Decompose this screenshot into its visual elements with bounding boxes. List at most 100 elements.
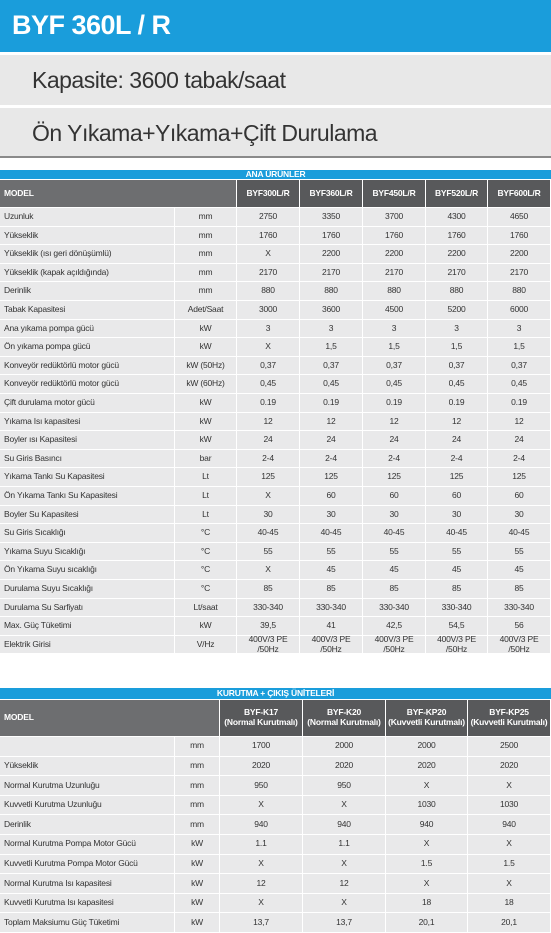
value: 2170 (426, 263, 488, 283)
value: 330-340 (488, 598, 551, 618)
value: 1,5 (300, 338, 363, 357)
value: 1.5 (468, 854, 551, 875)
value: 30 (488, 505, 551, 525)
unit: kW (175, 394, 237, 413)
value: 45 (363, 561, 426, 580)
unit: mm (175, 795, 220, 816)
unit: °C (175, 580, 237, 599)
value: 2020 (303, 756, 386, 777)
row-label: Yükseklik (0, 756, 175, 777)
row-label: Su Giris Basıncı (0, 449, 175, 469)
value: 2-4 (426, 449, 488, 469)
column-header: BYF-KP25 (Kuvvetli Kurutmalı) (468, 700, 551, 737)
value: 400V/3 PE /50Hz (488, 634, 551, 655)
value: 24 (488, 431, 551, 450)
value: 940 (220, 815, 303, 835)
unit: kW (175, 338, 237, 357)
value: 1.1 (303, 835, 386, 855)
value: 30 (237, 505, 300, 525)
unit: mm (175, 282, 237, 301)
value: X (237, 487, 300, 506)
column-header-name: BYF-KP20 (406, 707, 447, 718)
value: 2500 (468, 737, 551, 757)
unit: °C (175, 524, 237, 543)
value: 880 (488, 282, 551, 301)
value: 18 (386, 893, 468, 914)
column-header-sub: (Normal Kurutmalı) (224, 717, 298, 727)
column-header: BYF600L/R (488, 180, 551, 208)
value: 2020 (468, 756, 551, 777)
value: 2170 (300, 263, 363, 283)
value: 24 (237, 431, 300, 450)
value: X (386, 776, 468, 796)
value: 6000 (488, 301, 551, 320)
value: 12 (237, 412, 300, 432)
process: Ön Yıkama+Yıkama+Çift Durulama (0, 108, 551, 158)
value: X (220, 854, 303, 875)
value: 2000 (303, 737, 386, 757)
value: 1,5 (363, 338, 426, 357)
value: 125 (237, 468, 300, 487)
value: 60 (488, 487, 551, 506)
column-header: BYF360L/R (300, 180, 363, 208)
value: 0,45 (363, 375, 426, 394)
value: 1700 (220, 737, 303, 757)
capacity: Kapasite: 3600 tabak/saat (0, 55, 551, 105)
value: 0.19 (363, 394, 426, 413)
value: 12 (363, 412, 426, 432)
value: 1760 (488, 226, 551, 246)
value: 39,5 (237, 617, 300, 636)
row-label: Derinlik (0, 815, 175, 835)
value: 400V/3 PE /50Hz (426, 634, 488, 655)
table-title: ANA ÜRÜNLER (0, 169, 551, 180)
unit: kW (175, 854, 220, 875)
column-header-sub: (Kuvvetli Kurutmalı) (388, 717, 465, 727)
value: 41 (300, 617, 363, 636)
value: 1.5 (386, 854, 468, 875)
value: 24 (300, 431, 363, 450)
value: 2020 (220, 756, 303, 777)
value: 0.19 (300, 394, 363, 413)
value: 2170 (488, 263, 551, 283)
table-title: KURUTMA + ÇIKIŞ ÜNİTELERİ (0, 688, 551, 700)
value: 4500 (363, 301, 426, 320)
row-label: Kuvvetli Kurutma Pompa Motor Gücü (0, 854, 175, 875)
row-label: Normal Kurutma Uzunluğu (0, 776, 175, 796)
value: X (220, 893, 303, 914)
value: 55 (426, 542, 488, 562)
unit: kW (175, 412, 237, 432)
value: 0,45 (488, 375, 551, 394)
value: 0.19 (488, 394, 551, 413)
value: 3600 (300, 301, 363, 320)
value: 42,5 (363, 617, 426, 636)
value: 330-340 (363, 598, 426, 618)
value: 13,7 (303, 913, 386, 933)
unit: mm (175, 737, 220, 757)
value: 1,5 (426, 338, 488, 357)
row-label: Boyler Su Kapasitesi (0, 505, 175, 525)
column-header-sub: (Normal Kurutmalı) (307, 717, 381, 727)
row-label: Ön yıkama pompa gücü (0, 338, 175, 357)
value: 12 (426, 412, 488, 432)
row-label: Max. Güç Tüketimi (0, 617, 175, 636)
value: 0,37 (488, 356, 551, 376)
value: 940 (386, 815, 468, 835)
value: 3 (488, 319, 551, 339)
value: 880 (426, 282, 488, 301)
value: 1030 (468, 795, 551, 816)
value: 18 (468, 893, 551, 914)
value: 125 (426, 468, 488, 487)
value: X (386, 835, 468, 855)
row-label: Boyler ısı Kapasitesi (0, 431, 175, 450)
value: 950 (303, 776, 386, 796)
row-label: Normal Kurutma Pompa Motor Gücü (0, 835, 175, 855)
value: 1760 (300, 226, 363, 246)
value: 125 (363, 468, 426, 487)
value: 60 (300, 487, 363, 506)
value: 85 (363, 580, 426, 599)
value: 1,5 (488, 338, 551, 357)
unit: kW (175, 617, 237, 636)
row-label: Yıkama Suyu Sıcaklığı (0, 542, 175, 562)
unit: mm (175, 756, 220, 777)
row-label: Yıkama Isı kapasitesi (0, 412, 175, 432)
